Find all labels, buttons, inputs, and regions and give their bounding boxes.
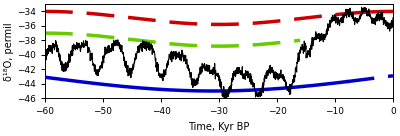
Y-axis label: δ¹⁸O, permil: δ¹⁸O, permil bbox=[4, 22, 14, 81]
X-axis label: Time, Kyr BP: Time, Kyr BP bbox=[188, 122, 250, 132]
